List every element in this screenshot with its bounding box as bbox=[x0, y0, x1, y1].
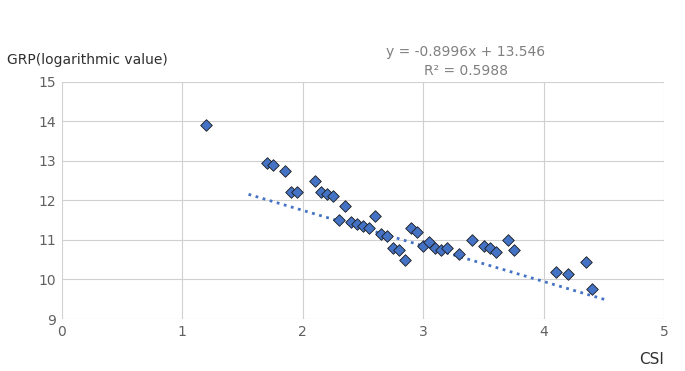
Point bbox=[315, 190, 326, 196]
Point bbox=[334, 217, 345, 223]
Text: GRP(logarithmic value): GRP(logarithmic value) bbox=[7, 53, 168, 67]
Point bbox=[291, 190, 302, 196]
Point bbox=[478, 243, 489, 249]
Point bbox=[327, 193, 338, 199]
Point bbox=[412, 229, 423, 235]
Point bbox=[508, 247, 519, 253]
Point bbox=[400, 257, 411, 263]
Point bbox=[454, 251, 465, 257]
Point bbox=[267, 162, 278, 168]
Point bbox=[442, 245, 453, 251]
Point bbox=[586, 286, 597, 292]
Point bbox=[345, 219, 356, 225]
Point bbox=[424, 239, 435, 245]
Point bbox=[364, 225, 375, 231]
Point bbox=[310, 178, 321, 184]
Point bbox=[551, 269, 562, 275]
Point bbox=[466, 237, 477, 243]
Point bbox=[351, 221, 362, 227]
Point bbox=[581, 259, 592, 265]
Text: R² = 0.5988: R² = 0.5988 bbox=[424, 64, 508, 78]
Point bbox=[370, 213, 381, 219]
Point bbox=[382, 233, 393, 239]
Point bbox=[430, 245, 441, 251]
Text: CSI: CSI bbox=[640, 352, 664, 367]
Point bbox=[321, 191, 332, 197]
Text: y = -0.8996x + 13.546: y = -0.8996x + 13.546 bbox=[386, 45, 545, 59]
Point bbox=[436, 247, 447, 253]
Point bbox=[375, 231, 386, 237]
Point bbox=[406, 225, 416, 231]
Point bbox=[279, 168, 290, 174]
Point bbox=[285, 190, 296, 196]
Point bbox=[201, 122, 212, 128]
Point bbox=[340, 203, 351, 209]
Point bbox=[484, 245, 495, 251]
Point bbox=[418, 243, 429, 249]
Point bbox=[261, 160, 272, 166]
Point bbox=[358, 223, 369, 229]
Point bbox=[490, 249, 501, 255]
Point bbox=[502, 237, 513, 243]
Point bbox=[394, 247, 405, 253]
Point bbox=[562, 270, 573, 276]
Point bbox=[388, 245, 399, 251]
